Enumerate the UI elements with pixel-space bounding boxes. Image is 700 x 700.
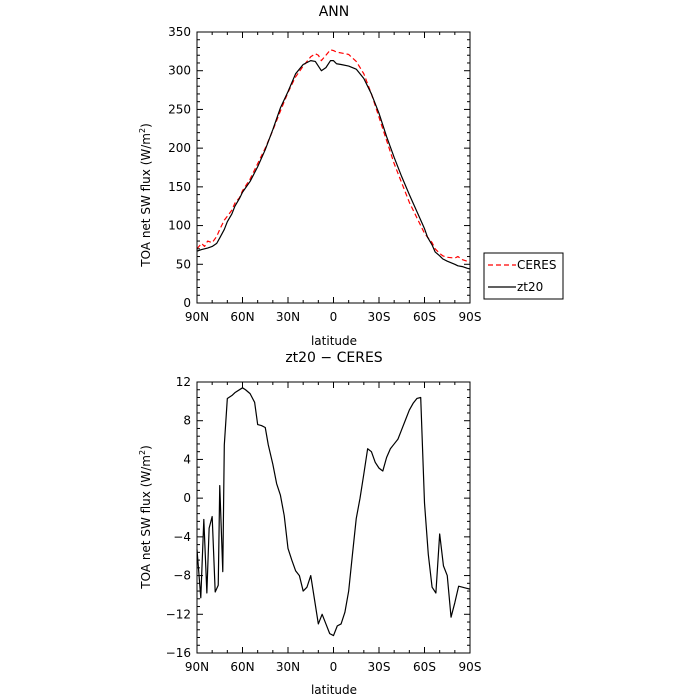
legend-label-ceres: CERES	[517, 258, 557, 272]
bottom-plot-frame	[196, 381, 471, 654]
bottom-y-axis-label: TOA net SW flux (W/m2)	[138, 445, 153, 590]
y-tick-label: 12	[176, 375, 191, 389]
bottom-chart-title: zt20 − CERES	[285, 350, 382, 366]
top-tick-layer: 90N 60N 30N 0 30S 60S 90S 0 50 100 150 200 250 300 350	[168, 25, 481, 324]
x-tick-label: 0	[330, 310, 338, 324]
y-tick-label: 200	[168, 141, 191, 155]
y-tick-label: 8	[183, 414, 191, 428]
top-chart-title: ANN	[319, 4, 350, 20]
bottom-panel: zt20 − CERES TOA net SW flux (W/m2) lati…	[138, 350, 481, 697]
x-tick-label: 30S	[368, 310, 391, 324]
y-tick-label: 50	[176, 257, 191, 271]
series-line-ceres	[196, 49, 471, 264]
x-tick-label: 30S	[368, 660, 391, 674]
y-tick-label: 300	[168, 64, 191, 78]
y-tick-label: 0	[183, 491, 191, 505]
top-x-axis-label: latitude	[311, 334, 357, 348]
y-tick-label: −16	[166, 646, 191, 660]
bottom-series-layer	[196, 387, 471, 637]
x-tick-label: 0	[330, 660, 338, 674]
x-tick-label: 90S	[459, 310, 482, 324]
series-line-difference	[196, 387, 471, 637]
y-tick-label: 350	[168, 25, 191, 39]
x-tick-label: 90N	[185, 660, 209, 674]
x-tick-label: 30N	[276, 310, 300, 324]
y-tick-label: 0	[183, 296, 191, 310]
legend-label-zt20: zt20	[517, 280, 543, 294]
legend-box	[483, 252, 564, 300]
y-tick-label: 150	[168, 180, 191, 194]
top-plot-frame	[196, 31, 471, 304]
top-series-layer	[196, 49, 471, 270]
x-tick-label: 30N	[276, 660, 300, 674]
y-tick-label: −8	[173, 569, 191, 583]
series-line-zt20	[196, 60, 471, 270]
legend: CERES zt20	[483, 252, 564, 300]
top-panel: ANN TOA net SW flux (W/m2) latitude 90N 6…	[138, 4, 481, 348]
x-tick-label: 60S	[413, 660, 436, 674]
y-tick-label: −12	[166, 607, 191, 621]
y-tick-label: 250	[168, 102, 191, 116]
bottom-x-axis-label: latitude	[311, 683, 357, 697]
x-tick-label: 90S	[459, 660, 482, 674]
x-tick-label: 60N	[230, 310, 254, 324]
x-tick-label: 60N	[230, 660, 254, 674]
y-tick-label: −4	[173, 530, 191, 544]
y-tick-label: 100	[168, 219, 191, 233]
top-y-axis-label: TOA net SW flux (W/m2)	[138, 123, 153, 268]
y-tick-label: 4	[183, 452, 191, 466]
x-tick-label: 90N	[185, 310, 209, 324]
x-tick-label: 60S	[413, 310, 436, 324]
